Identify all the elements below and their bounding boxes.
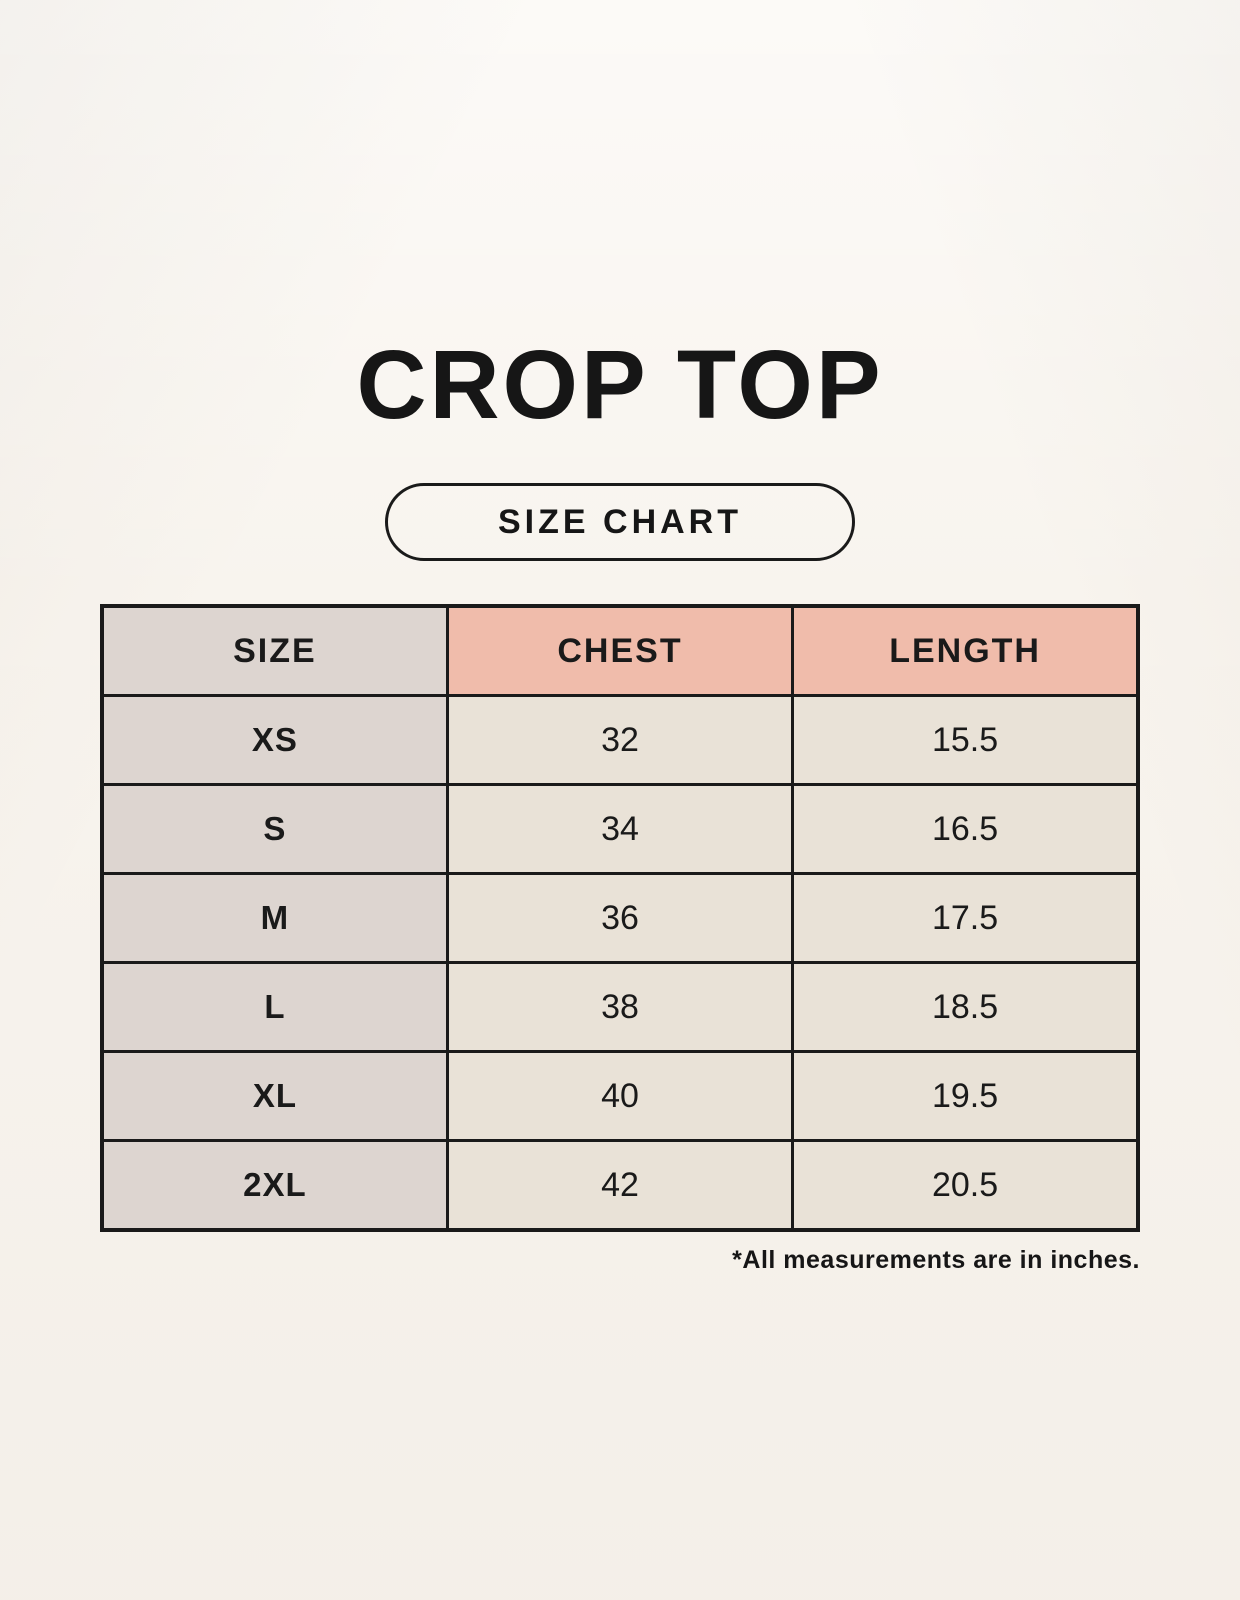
length-value: 15.5 — [791, 694, 1140, 786]
table-container: SIZE CHEST LENGTH XS 32 15.5 S 34 16.5 M 36 17.5 L 3… — [100, 604, 1140, 1232]
measurement-note: *All measurements are in inches. — [732, 1246, 1140, 1274]
table-row: M 36 17.5 — [100, 872, 1140, 964]
chest-value: 34 — [445, 783, 795, 875]
size-label: M — [100, 872, 449, 964]
chest-value: 36 — [445, 872, 795, 964]
table-row: 2XL 42 20.5 — [100, 1139, 1140, 1232]
size-chart-badge: SIZE CHART — [385, 483, 855, 561]
chest-value: 32 — [445, 694, 795, 786]
table-row: S 34 16.5 — [100, 783, 1140, 875]
table-row: L 38 18.5 — [100, 961, 1140, 1053]
column-header-size: SIZE — [100, 604, 449, 697]
length-value: 16.5 — [791, 783, 1140, 875]
table-header-row: SIZE CHEST LENGTH — [100, 604, 1140, 697]
badge-container: SIZE CHART — [0, 483, 1240, 561]
length-value: 20.5 — [791, 1139, 1140, 1232]
length-value: 19.5 — [791, 1050, 1140, 1142]
table-row: XL 40 19.5 — [100, 1050, 1140, 1142]
chest-value: 42 — [445, 1139, 795, 1232]
length-value: 17.5 — [791, 872, 1140, 964]
size-label: XS — [100, 694, 449, 786]
column-header-chest: CHEST — [445, 604, 795, 697]
chest-value: 38 — [445, 961, 795, 1053]
length-value: 18.5 — [791, 961, 1140, 1053]
size-chart-table: SIZE CHEST LENGTH XS 32 15.5 S 34 16.5 M 36 17.5 L 3… — [100, 604, 1140, 1232]
column-header-length: LENGTH — [791, 604, 1140, 697]
size-label: L — [100, 961, 449, 1053]
chest-value: 40 — [445, 1050, 795, 1142]
size-label: 2XL — [100, 1139, 449, 1232]
page-title: CROP TOP — [356, 330, 884, 439]
size-label: XL — [100, 1050, 449, 1142]
table-row: XS 32 15.5 — [100, 694, 1140, 786]
size-label: S — [100, 783, 449, 875]
